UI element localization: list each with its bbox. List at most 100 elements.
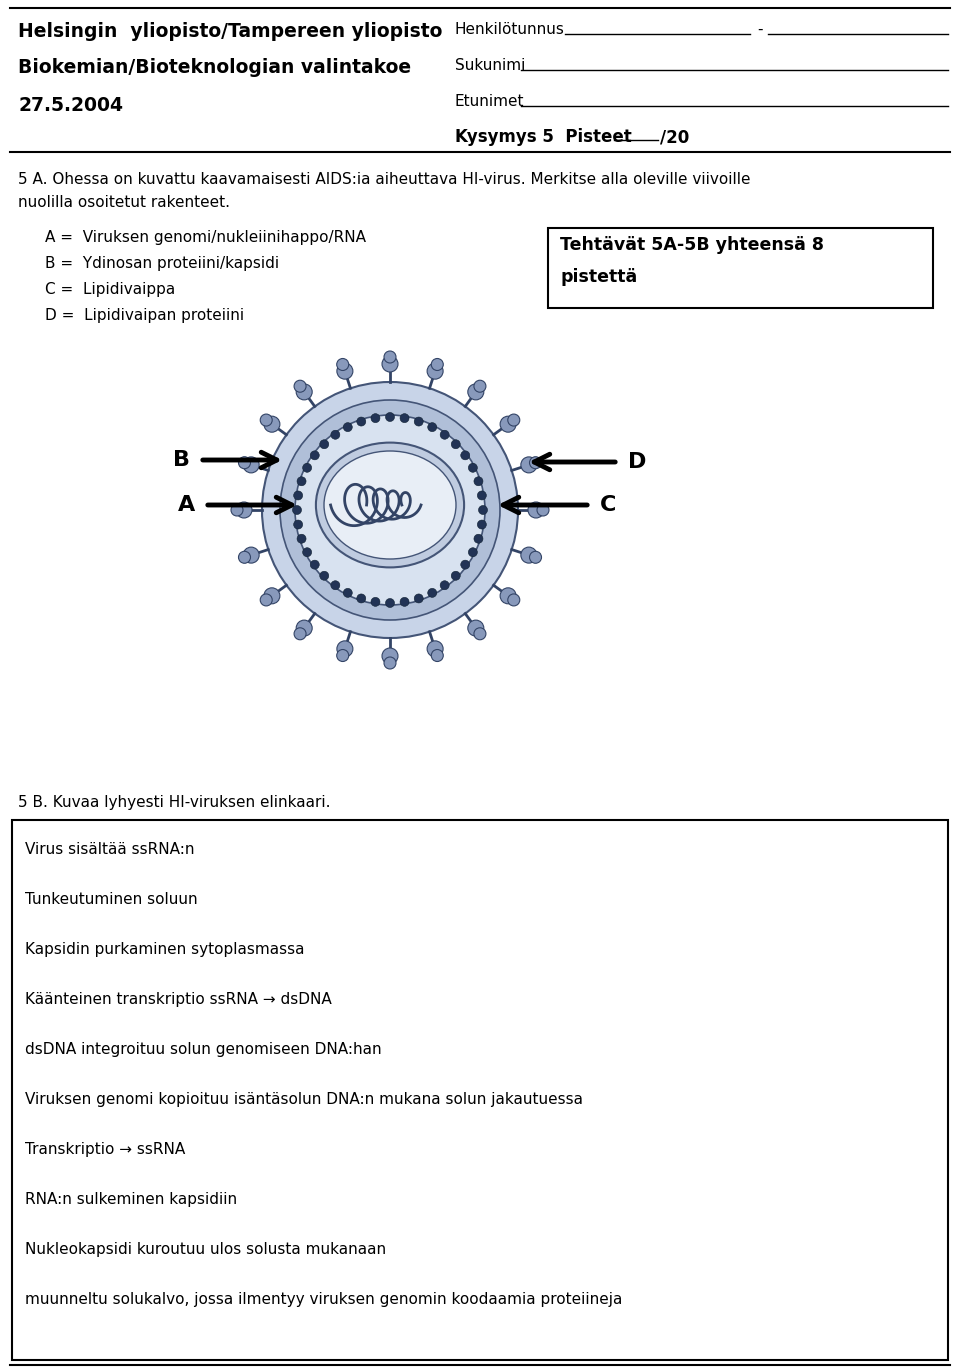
Circle shape [461, 561, 469, 569]
Text: 5 B. Kuvaa lyhyesti HI-viruksen elinkaari.: 5 B. Kuvaa lyhyesti HI-viruksen elinkaar… [18, 795, 330, 810]
Circle shape [451, 440, 460, 448]
Circle shape [530, 551, 541, 563]
Circle shape [310, 561, 320, 569]
Text: A: A [178, 495, 195, 515]
Text: 27.5.2004: 27.5.2004 [18, 96, 123, 115]
Circle shape [260, 414, 273, 426]
Text: Helsingin  yliopisto/Tampereen yliopisto: Helsingin yliopisto/Tampereen yliopisto [18, 22, 443, 41]
Ellipse shape [316, 443, 464, 568]
Circle shape [461, 451, 469, 459]
Circle shape [236, 502, 252, 518]
Circle shape [320, 440, 328, 448]
Circle shape [474, 380, 486, 392]
Text: Transkriptio → ssRNA: Transkriptio → ssRNA [25, 1142, 185, 1157]
Circle shape [295, 415, 485, 605]
Circle shape [297, 384, 312, 400]
Circle shape [337, 363, 353, 380]
Text: -: - [757, 22, 762, 37]
Circle shape [427, 363, 444, 380]
Text: dsDNA integroituu solun genomiseen DNA:han: dsDNA integroituu solun genomiseen DNA:h… [25, 1042, 382, 1057]
Circle shape [382, 648, 398, 664]
Circle shape [477, 491, 487, 500]
Circle shape [384, 657, 396, 669]
Text: Tehtävät 5A-5B yhteensä 8
pistettä: Tehtävät 5A-5B yhteensä 8 pistettä [560, 236, 824, 287]
Text: Virus sisältää ssRNA:n: Virus sisältää ssRNA:n [25, 842, 195, 857]
Circle shape [478, 506, 488, 514]
Circle shape [474, 535, 483, 543]
Circle shape [441, 430, 449, 439]
Circle shape [468, 384, 484, 400]
Circle shape [293, 506, 301, 514]
Circle shape [530, 457, 541, 469]
Circle shape [297, 477, 306, 485]
Circle shape [294, 380, 306, 392]
Circle shape [441, 581, 449, 590]
Circle shape [427, 640, 444, 657]
Circle shape [357, 417, 366, 426]
Text: C: C [600, 495, 616, 515]
Circle shape [431, 650, 444, 662]
Circle shape [400, 414, 409, 422]
Text: /20: /20 [660, 128, 689, 145]
Circle shape [243, 547, 259, 563]
Circle shape [280, 400, 500, 620]
Circle shape [331, 581, 340, 590]
Circle shape [337, 358, 348, 370]
Circle shape [337, 650, 348, 662]
Text: Henkilötunnus: Henkilötunnus [455, 22, 564, 37]
Circle shape [310, 451, 320, 459]
Circle shape [337, 640, 353, 657]
Circle shape [344, 422, 352, 432]
Text: Nukleokapsidi kuroutuu ulos solusta mukanaan: Nukleokapsidi kuroutuu ulos solusta muka… [25, 1242, 386, 1257]
Text: D: D [628, 452, 646, 472]
Circle shape [238, 551, 251, 563]
Text: Sukunimi: Sukunimi [455, 58, 525, 73]
Circle shape [264, 588, 280, 603]
Circle shape [357, 594, 366, 603]
Ellipse shape [324, 451, 456, 559]
Circle shape [386, 413, 395, 421]
Circle shape [331, 430, 340, 439]
Circle shape [231, 505, 243, 515]
Circle shape [468, 620, 484, 636]
Circle shape [451, 572, 460, 580]
Circle shape [302, 463, 312, 472]
Circle shape [474, 477, 483, 485]
Text: B: B [173, 450, 190, 470]
Circle shape [371, 414, 380, 422]
Circle shape [508, 414, 519, 426]
Circle shape [400, 598, 409, 606]
Circle shape [384, 351, 396, 363]
Text: Etunimet: Etunimet [455, 95, 524, 110]
Circle shape [521, 547, 537, 563]
Circle shape [468, 463, 477, 472]
Text: Kysymys 5  Pisteet: Kysymys 5 Pisteet [455, 128, 632, 145]
Circle shape [294, 520, 302, 529]
Circle shape [428, 588, 437, 598]
Circle shape [294, 628, 306, 640]
Circle shape [500, 588, 516, 603]
Circle shape [262, 383, 518, 638]
Circle shape [500, 417, 516, 432]
Text: muunneltu solukalvo, jossa ilmentyy viruksen genomin koodaamia proteiineja: muunneltu solukalvo, jossa ilmentyy viru… [25, 1291, 622, 1307]
Text: RNA:n sulkeminen kapsidiin: RNA:n sulkeminen kapsidiin [25, 1191, 237, 1206]
Circle shape [344, 588, 352, 598]
Circle shape [414, 594, 423, 603]
Text: Käänteinen transkriptio ssRNA → dsDNA: Käänteinen transkriptio ssRNA → dsDNA [25, 993, 332, 1008]
Circle shape [477, 520, 487, 529]
Text: B =  Ydinosan proteiini/kapsidi: B = Ydinosan proteiini/kapsidi [45, 256, 279, 271]
Circle shape [386, 599, 395, 607]
Circle shape [371, 598, 380, 606]
Circle shape [537, 505, 549, 515]
Circle shape [264, 417, 280, 432]
Circle shape [238, 457, 251, 469]
Text: Tunkeutuminen soluun: Tunkeutuminen soluun [25, 893, 198, 908]
Circle shape [474, 628, 486, 640]
Circle shape [528, 502, 544, 518]
Circle shape [320, 572, 328, 580]
Circle shape [297, 535, 306, 543]
Bar [548, 228, 933, 308]
Text: Viruksen genomi kopioituu isäntäsolun DNA:n mukana solun jakautuessa: Viruksen genomi kopioituu isäntäsolun DN… [25, 1091, 583, 1106]
Circle shape [260, 594, 273, 606]
Circle shape [294, 491, 302, 500]
